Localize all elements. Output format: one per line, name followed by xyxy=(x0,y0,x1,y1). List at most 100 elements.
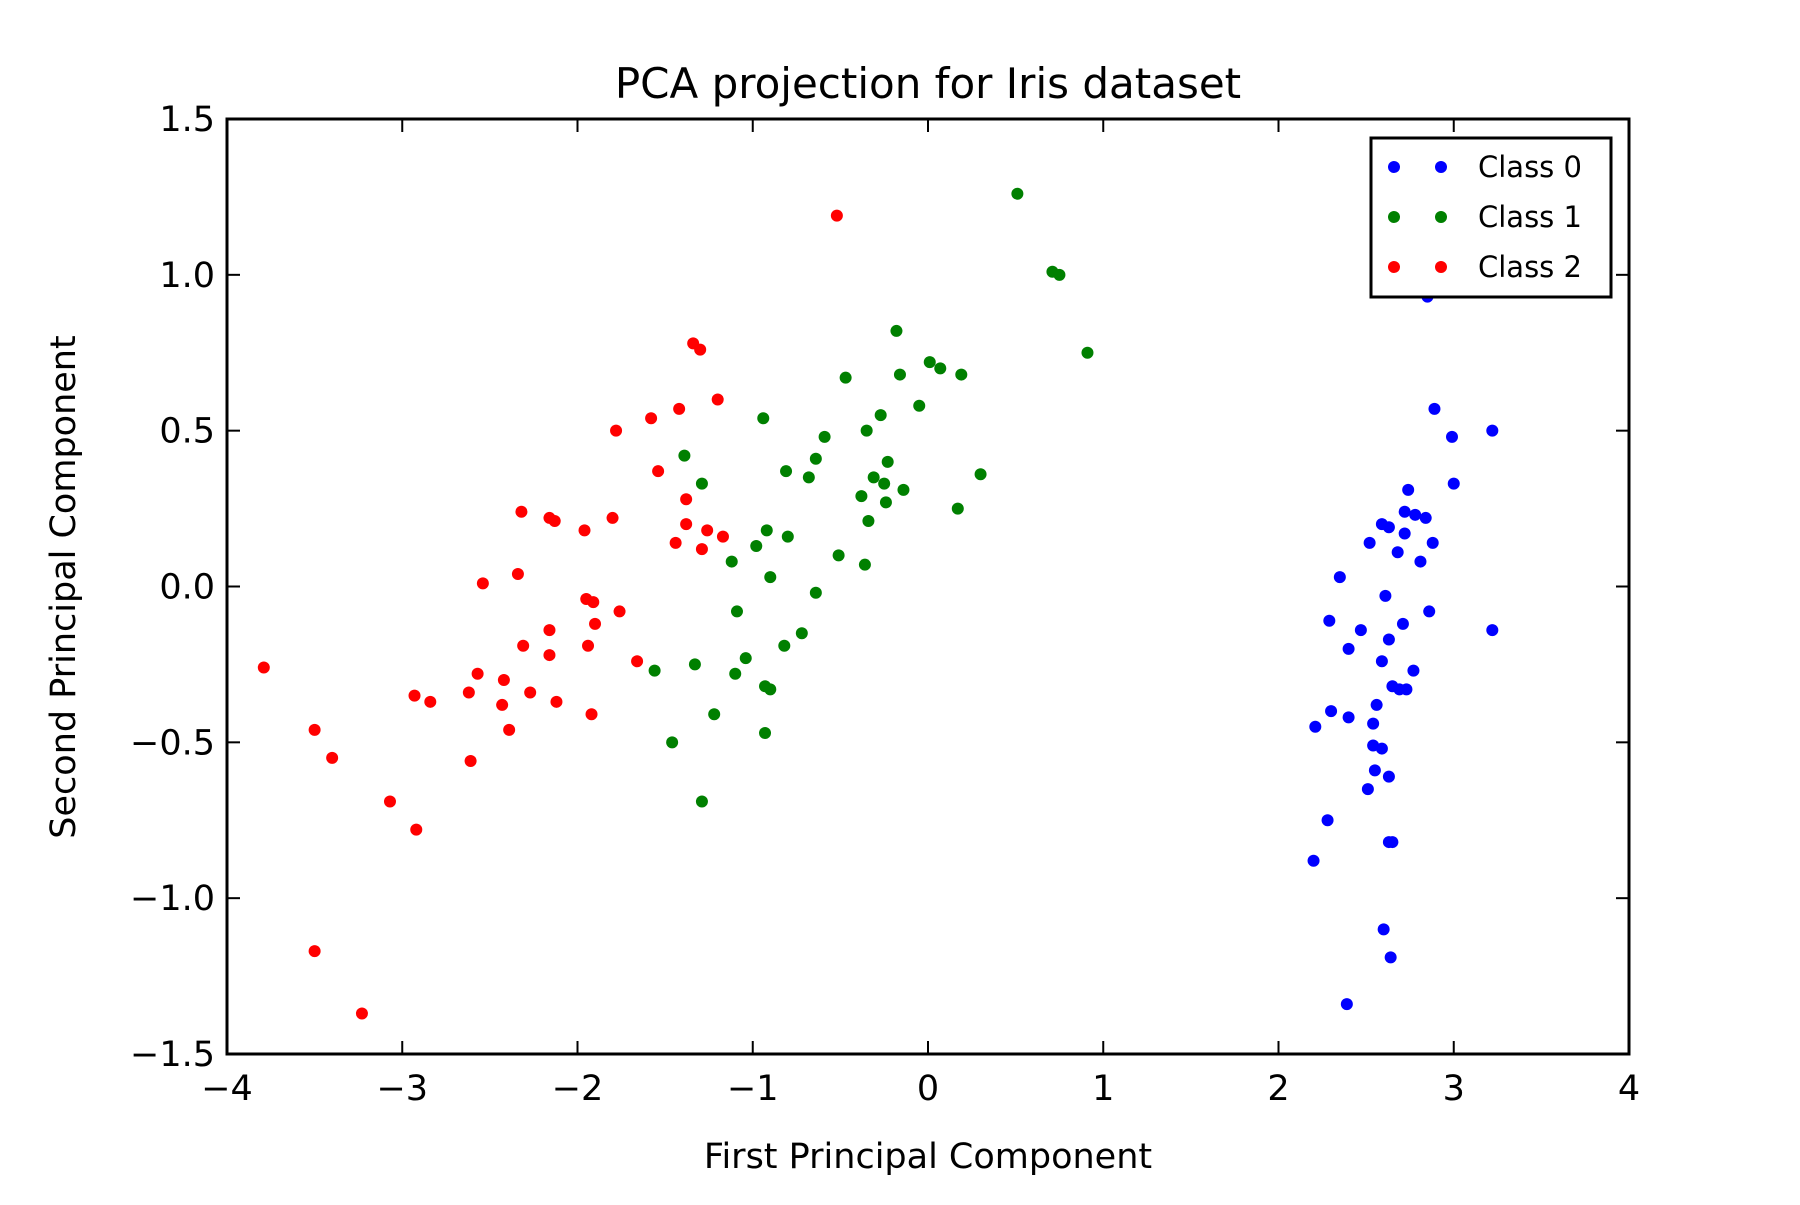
data-point xyxy=(890,324,903,337)
data-point xyxy=(832,549,845,562)
data-point xyxy=(818,430,831,443)
data-point xyxy=(1384,951,1397,964)
data-point xyxy=(1391,546,1404,559)
chart-title: PCA projection for Iris dataset xyxy=(615,59,1241,108)
data-point xyxy=(515,505,528,518)
data-point xyxy=(585,708,598,721)
data-point xyxy=(517,639,530,652)
x-tick-label: 4 xyxy=(1618,1069,1640,1109)
legend-label: Class 0 xyxy=(1478,150,1582,184)
data-point xyxy=(708,708,721,721)
data-point xyxy=(830,209,843,222)
data-point xyxy=(1081,346,1094,359)
data-point xyxy=(739,652,752,665)
data-point xyxy=(855,490,868,503)
data-point xyxy=(652,465,665,478)
legend-marker xyxy=(1435,161,1447,173)
data-point xyxy=(759,726,772,739)
legend: Class 0 Class 1 Class 2 xyxy=(1369,136,1613,299)
data-point xyxy=(582,639,595,652)
data-point xyxy=(716,530,729,543)
x-tick-label: −2 xyxy=(552,1069,604,1109)
legend-item-class-1: Class 1 xyxy=(1388,200,1582,234)
data-point xyxy=(610,424,623,437)
data-point xyxy=(913,399,926,412)
data-point xyxy=(680,518,693,531)
data-point xyxy=(524,686,537,699)
data-point xyxy=(1375,742,1388,755)
data-point xyxy=(881,455,894,468)
x-tick-label: −3 xyxy=(376,1069,428,1109)
data-point xyxy=(1402,483,1415,496)
data-point xyxy=(1323,614,1336,627)
data-point xyxy=(757,412,770,425)
data-point xyxy=(1307,854,1320,867)
data-point xyxy=(893,368,906,381)
data-point xyxy=(802,471,815,484)
data-point xyxy=(729,667,742,680)
data-point xyxy=(1368,764,1381,777)
data-point xyxy=(750,539,763,552)
data-point xyxy=(1423,605,1436,618)
data-point xyxy=(424,695,437,708)
data-point xyxy=(1354,624,1367,637)
data-point xyxy=(764,571,777,584)
data-point xyxy=(809,586,822,599)
data-point xyxy=(795,627,808,640)
legend-label: Class 2 xyxy=(1478,250,1582,284)
data-point xyxy=(496,698,509,711)
data-point xyxy=(548,515,561,528)
legend-box xyxy=(1369,136,1613,299)
data-point xyxy=(1414,555,1427,568)
y-tick-label: 0.5 xyxy=(159,412,215,452)
series-class-2 xyxy=(257,209,843,1020)
data-point xyxy=(809,452,822,465)
data-point xyxy=(1398,527,1411,540)
series-class-1 xyxy=(648,187,1094,808)
data-points xyxy=(257,187,1499,1020)
data-point xyxy=(606,511,619,524)
y-axis-ticks: −1.5 −1.0 −0.5 0.0 0.5 1.0 1.5 xyxy=(130,100,1629,1075)
legend-label: Class 1 xyxy=(1478,200,1582,234)
y-axis-label: Second Principal Component xyxy=(44,335,84,838)
y-tick-label: 1.0 xyxy=(159,256,215,296)
data-point xyxy=(355,1007,368,1020)
data-point xyxy=(1375,655,1388,668)
legend-marker xyxy=(1435,211,1447,223)
legend-marker xyxy=(1388,161,1400,173)
data-point xyxy=(648,664,661,677)
data-point xyxy=(730,605,743,618)
data-point xyxy=(1363,536,1376,549)
data-point xyxy=(613,605,626,618)
data-point xyxy=(308,723,321,736)
data-point xyxy=(543,649,556,662)
data-point xyxy=(645,412,658,425)
data-point xyxy=(471,667,484,680)
y-tick-label: −1.0 xyxy=(130,879,215,919)
data-point xyxy=(680,493,693,506)
data-point xyxy=(1419,511,1432,524)
y-tick-label: −0.5 xyxy=(130,723,215,763)
data-point xyxy=(1361,783,1374,796)
data-point xyxy=(897,483,910,496)
data-point xyxy=(694,343,707,356)
data-point xyxy=(1426,536,1439,549)
x-axis-label: First Principal Component xyxy=(704,1137,1152,1177)
data-point xyxy=(781,530,794,543)
data-point xyxy=(780,465,793,478)
data-point xyxy=(587,596,600,609)
legend-item-class-2: Class 2 xyxy=(1388,250,1582,284)
data-point xyxy=(695,795,708,808)
y-tick-label: 1.5 xyxy=(159,100,215,140)
data-point xyxy=(1340,998,1353,1011)
data-point xyxy=(688,658,701,671)
data-point xyxy=(1370,698,1383,711)
data-point xyxy=(408,689,421,702)
data-point xyxy=(497,674,510,686)
data-point xyxy=(476,577,489,590)
x-tick-label: −1 xyxy=(727,1069,779,1109)
data-point xyxy=(867,471,880,484)
data-point xyxy=(1400,683,1413,696)
data-point xyxy=(858,558,871,571)
